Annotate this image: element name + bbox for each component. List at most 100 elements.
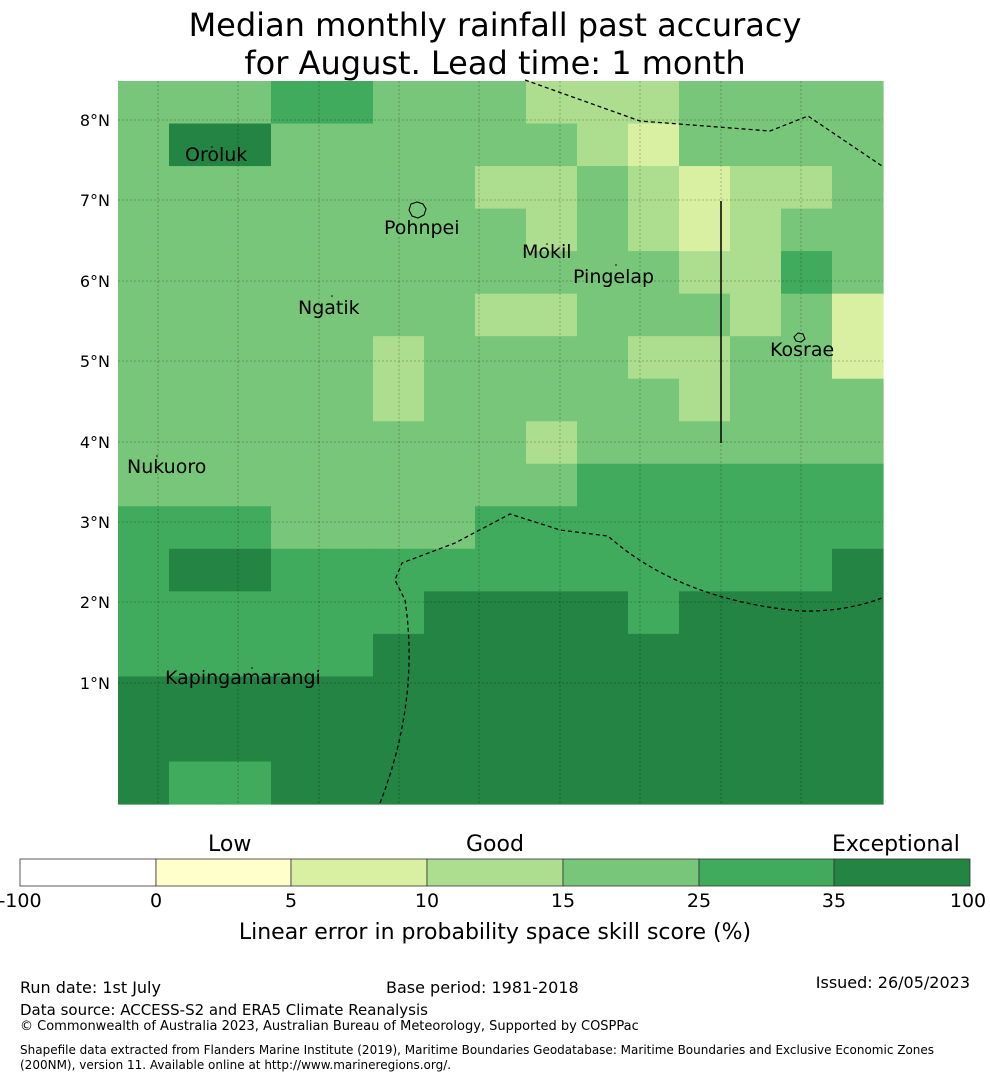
grid-cell [169,123,221,167]
latitude-tick-label: 4°N [80,433,110,452]
grid-cell [475,676,527,720]
grid-cell [832,166,884,210]
grid-cell [220,166,272,210]
grid-cell [526,676,578,720]
data-source: Data source: ACCESS-S2 and ERA5 Climate … [20,1001,428,1019]
grid-cell [730,761,782,805]
grid-cell [781,166,833,210]
grid-cell [475,293,527,337]
grid-cell [628,761,680,805]
grid-cell [577,761,629,805]
grid-cell [526,591,578,635]
copyright: © Commonwealth of Australia 2023, Austra… [20,1019,639,1034]
grid-cell [271,293,323,337]
colorbar-segment [833,858,971,887]
grid-cell [271,463,323,507]
grid-cell [679,293,731,337]
grid-cell [118,548,170,592]
grid-cell [169,336,221,380]
place-label-oroluk: Oroluk [185,144,247,166]
place-label-kapingamarangi: Kapingamarangi [165,667,321,689]
grid-cell [169,81,221,125]
grid-cell [322,718,374,763]
grid-cell [832,676,884,720]
grid-cell [526,761,578,805]
grid-cell [373,293,425,337]
grid-cell [220,208,272,252]
grid-cell [322,378,374,422]
grid-cell [220,336,272,380]
grid-cell [832,506,884,550]
grid-cell [373,463,425,507]
skill-grid [118,81,884,805]
grid-cell [322,761,374,805]
colorbar [19,858,971,887]
grid-cell [424,81,476,125]
grid-cell [832,718,884,763]
colorbar-segment [19,858,157,887]
grid-cell [781,676,833,720]
grid-cell [118,166,170,210]
grid-cell [679,633,731,678]
grid-cell [781,506,833,550]
grid-cell [220,591,272,635]
grid-cell [271,761,323,805]
grid-cell [526,506,578,550]
category-label-low: Low [208,832,252,857]
grid-cell [679,506,731,550]
eez-boundaries [379,79,883,804]
grid-cell [169,293,221,337]
grid-cell [679,676,731,720]
grid-cell [781,548,833,592]
grid-cell [424,548,476,592]
grid-cell [220,633,272,678]
grid-cell [679,251,731,295]
grid-cell [628,591,680,635]
grid-cell [322,81,374,125]
grid-cell [118,463,170,507]
grid-cell [475,718,527,763]
eez-boundary-north [524,79,883,167]
grid-cell [679,463,731,507]
grid-cell [781,336,833,380]
grid-cell [730,463,782,507]
grid-cell [169,378,221,422]
grid-cell [730,548,782,592]
grid-cell [322,633,374,678]
grid-cell [730,506,782,550]
grid-cell [373,676,425,720]
grid-cell [526,166,578,210]
latitude-tick-label: 1°N [80,674,110,693]
grid-cell [832,208,884,252]
colorbar-segment [155,858,292,887]
grid-cell [475,123,527,167]
grid-cell [373,421,425,465]
grid-cell [475,166,527,210]
map-title-line2: for August. Lead time: 1 month [244,44,746,82]
issued-date: Issued: 26/05/2023 [815,973,970,992]
grid-cell [118,676,170,720]
grid-cell [424,421,476,465]
grid-cell [220,251,272,295]
grid-cell [169,166,221,210]
grid-cell [271,506,323,550]
grid-cell [169,208,221,252]
grid-cell [220,293,272,337]
grid-cell [679,81,731,125]
grid-cell [832,336,884,380]
grid-cell [628,506,680,550]
grid-cell [118,378,170,422]
grid-cell [220,421,272,465]
grid-cell [475,378,527,422]
grid-cell [118,336,170,380]
grid-cell [577,208,629,252]
grid-cell [322,548,374,592]
grid-cell [373,81,425,125]
grid-cell [373,633,425,678]
grid-cell [781,208,833,252]
grid-cell [169,251,221,295]
grid-cell [322,251,374,295]
grid-cell [475,761,527,805]
colorbar-tick: 15 [550,890,576,912]
grid-cell [373,251,425,295]
